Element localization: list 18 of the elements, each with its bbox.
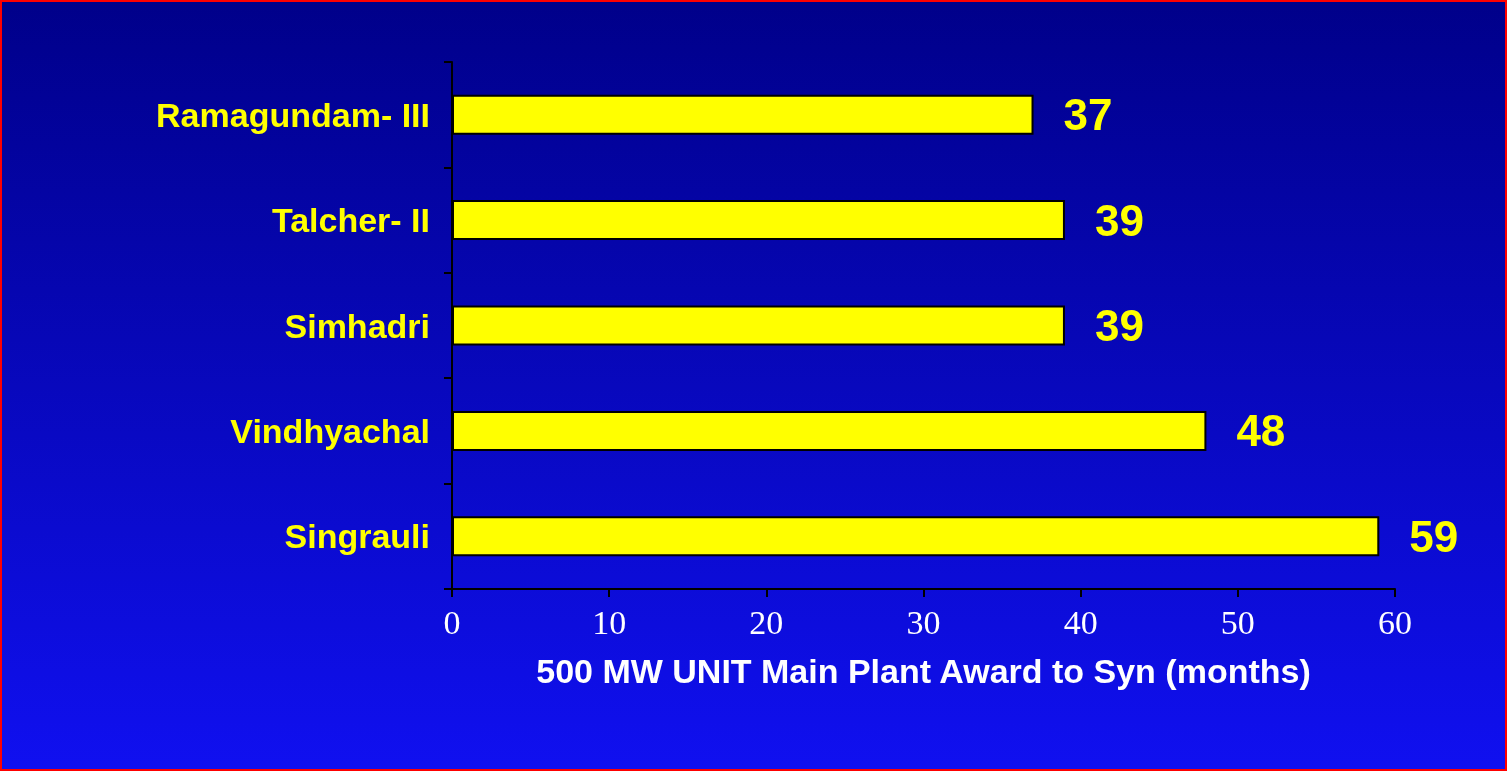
y-tick-label: Singrauli [284,517,430,556]
y-tick-label: Talcher- II [271,201,430,240]
x-tick-label: 10 [592,603,627,641]
data-label: 48 [1236,406,1286,456]
data-label: 37 [1063,90,1113,140]
x-axis-title: 500 MW UNIT Main Plant Award to Syn (months) [536,652,1311,690]
x-tick-label: 60 [1378,603,1412,641]
x-tick-label: 40 [1063,603,1098,641]
data-label: 39 [1094,195,1144,245]
x-tick-label: 50 [1220,603,1255,641]
x-tick-label: 0 [443,603,461,641]
data-label: 59 [1409,511,1459,561]
y-tick-label: Simhadri [284,306,430,345]
x-tick-label: 20 [749,603,784,641]
y-tick-label: Vindhyachal [230,411,430,450]
x-tick-label: 30 [906,603,941,641]
data-label: 39 [1094,301,1144,350]
y-tick-label: Ramagundam- III [156,95,430,134]
